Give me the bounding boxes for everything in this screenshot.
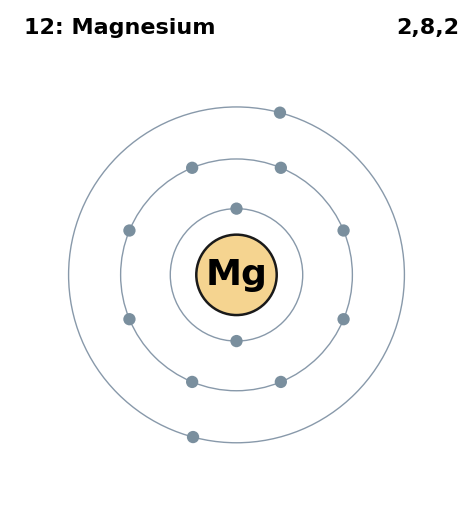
Circle shape	[196, 235, 277, 315]
Circle shape	[275, 162, 287, 174]
Text: 2,8,2: 2,8,2	[396, 18, 459, 38]
Circle shape	[123, 224, 136, 237]
Text: Mg: Mg	[206, 258, 267, 292]
Text: 12: Magnesium: 12: Magnesium	[24, 18, 215, 38]
Circle shape	[230, 335, 243, 347]
Circle shape	[275, 376, 287, 388]
Circle shape	[274, 106, 286, 119]
Circle shape	[337, 224, 350, 237]
Circle shape	[186, 376, 198, 388]
Circle shape	[230, 203, 243, 215]
Circle shape	[186, 162, 198, 174]
Circle shape	[123, 313, 136, 325]
Circle shape	[187, 431, 199, 443]
Circle shape	[337, 313, 350, 325]
